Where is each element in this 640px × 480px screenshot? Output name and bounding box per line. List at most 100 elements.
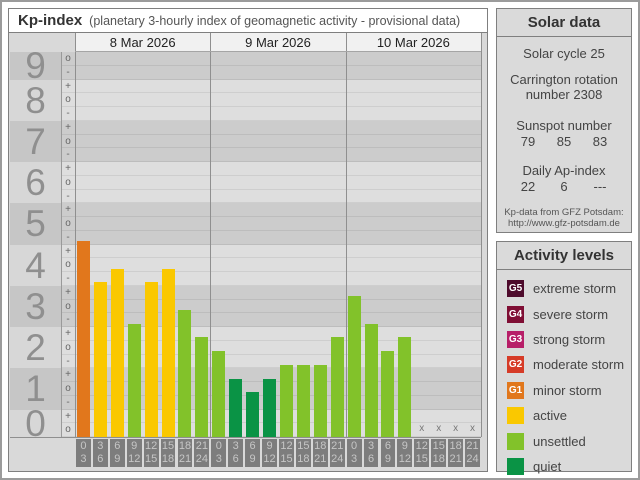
gridline [61,147,481,149]
gridline [61,119,481,121]
legend-label: strong storm [533,331,606,347]
y-axis-subtick: - [66,108,70,119]
plot-band [61,203,481,245]
slot-start-hour: 18 [314,440,327,452]
y-axis-label: 2 [10,327,61,369]
slot-end-hour: 3 [215,453,222,465]
gridline [61,243,481,245]
slot-start-hour: 0 [80,440,87,452]
gridline [61,92,481,94]
slot-end-hour: 12 [263,453,276,465]
y-axis-subtick: + [65,80,71,92]
legend-item: G1 minor storm [497,378,631,403]
day-separator [210,33,212,437]
y-axis-subtick: - [66,66,70,78]
y-axis-subtick: - [66,231,70,243]
legend-label: extreme storm [533,281,617,297]
slot-start-hour: 6 [384,440,392,452]
legend-label: severe storm [533,306,609,322]
gridline [61,216,481,217]
slot-end-hour: 18 [161,453,175,465]
y-axis-label: 0 [10,405,61,441]
kp-bar [296,364,310,437]
time-slot-label: 9 12 [126,439,142,467]
kp-index-panel: Kp-index (planetary 3-hourly index of geo… [8,8,488,472]
legend-item: active [497,403,631,428]
kp-bar [178,309,192,437]
slot-end-hour: 15 [415,453,428,465]
y-axis-subtick: + [65,121,71,133]
sunspot-value-day2: 85 [556,134,572,149]
kp-bar [398,337,412,437]
time-slot-label: 18 21 [177,439,193,467]
ap-value-day2: 6 [560,179,568,194]
legend-swatch-g3: G3 [507,330,524,348]
no-data-marker: x [436,423,442,434]
time-slot-label: 15 18 [160,439,176,467]
y-axis-subtick: - [66,314,70,326]
kp-bar [127,323,141,437]
time-slot-label: 21 24 [194,439,210,467]
kp-bar [93,282,107,437]
y-axis-subtick: o [65,94,71,106]
legend-label: minor storm [533,382,602,398]
kp-bar [313,364,327,437]
sunspot-value-day1: 79 [520,134,536,149]
slot-end-hour: 24 [466,453,479,465]
y-axis-subtick: o [65,176,71,188]
slot-end-hour: 6 [367,453,375,465]
kp-bar [263,378,277,437]
date-header: 9 Mar 2026 [210,33,346,52]
y-axis-subtick: + [65,410,71,422]
slot-end-hour: 3 [80,453,87,465]
plot-band [61,327,481,369]
time-slot-label: 18 21 [448,439,464,467]
y-axis-subtick: - [66,149,70,161]
legend-label: active [533,408,567,424]
y-axis-subtick: - [66,190,70,202]
slot-start-hour: 3 [97,440,104,452]
y-axis-subtick: + [65,369,71,381]
slot-end-hour: 18 [432,453,445,465]
legend-item: G5 extreme storm [497,276,631,301]
plot-band [61,285,481,327]
kp-bar [110,268,124,437]
slot-start-hour: 0 [215,440,222,452]
slot-end-hour: 21 [449,453,462,465]
slot-end-hour: 24 [331,453,344,465]
plot-right-border [481,33,482,437]
gridline [61,133,481,135]
slot-start-hour: 15 [297,440,310,452]
gridline [61,174,481,176]
gridline [61,271,481,272]
sunspot-number: Sunspot number 79 85 83 [497,118,631,149]
chart-subtitle: (planetary 3-hourly index of geomagnetic… [89,14,461,28]
time-slot-label: 21 24 [329,439,345,467]
kp-bar [161,268,175,437]
legend-swatch-g1: G1 [507,381,524,399]
legend-swatch-g2: G2 [507,356,524,374]
slot-start-hour: 21 [466,440,479,452]
y-axis-subtick: o [65,383,71,394]
legend-label: quiet [533,458,562,474]
kp-bar [212,351,226,437]
y-axis-label: 9 [10,47,61,84]
legend-label: unsettled [533,433,586,449]
gridline [61,106,481,107]
y-axis-subtick: + [65,204,71,216]
y-axis-subtick: + [65,328,71,339]
ap-label: Daily Ap-index [522,163,606,178]
gridline [61,161,481,162]
slot-start-hour: 18 [449,440,462,452]
slot-start-hour: 15 [161,440,175,452]
y-axis-label: 6 [10,162,61,204]
ap-value-day1: 22 [520,179,536,194]
legend-panel-title: Activity levels [497,242,631,270]
slot-end-hour: 9 [384,453,392,465]
date-header: 8 Mar 2026 [75,33,211,52]
slot-end-hour: 21 [178,453,192,465]
chart-title-bar: Kp-index (planetary 3-hourly index of geo… [9,9,487,33]
